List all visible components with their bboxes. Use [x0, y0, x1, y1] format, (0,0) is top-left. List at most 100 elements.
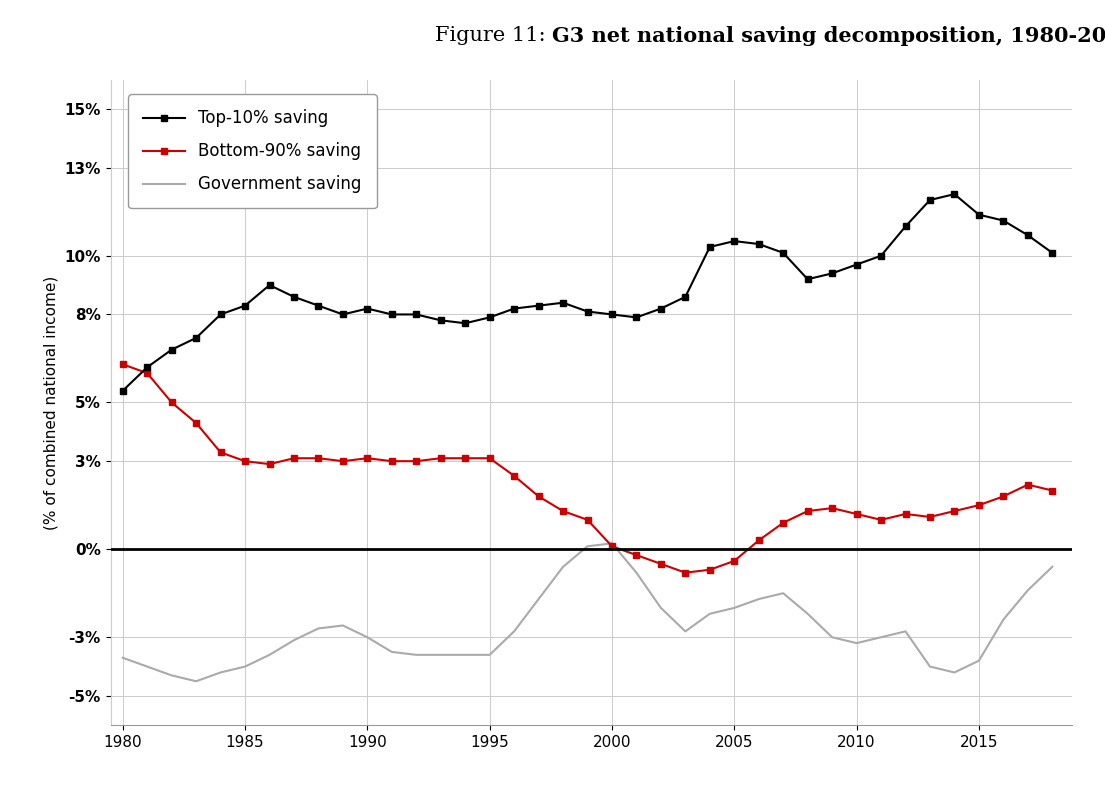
Top-10% saving — [263, 281, 276, 290]
Government saving — [116, 653, 129, 662]
Government saving — [189, 677, 202, 686]
Bottom-90% saving — [630, 550, 643, 559]
Bottom-90% saving — [1021, 480, 1034, 489]
Government saving — [801, 609, 814, 618]
Bottom-90% saving — [434, 453, 448, 463]
Government saving — [825, 633, 839, 642]
Government saving — [728, 603, 741, 613]
Bottom-90% saving — [825, 504, 839, 513]
Top-10% saving — [214, 310, 228, 320]
Bottom-90% saving — [924, 512, 937, 522]
Bottom-90% saving — [654, 559, 667, 569]
Top-10% saving — [116, 386, 129, 395]
Bottom-90% saving — [997, 492, 1010, 501]
Government saving — [557, 562, 570, 571]
Government saving — [263, 650, 276, 660]
Government saving — [972, 656, 986, 665]
Top-10% saving — [850, 260, 863, 269]
Bottom-90% saving — [239, 457, 252, 466]
Top-10% saving — [1045, 248, 1059, 257]
Bottom-90% saving — [165, 398, 178, 407]
Top-10% saving — [459, 319, 472, 328]
Top-10% saving — [630, 312, 643, 322]
Top-10% saving — [753, 239, 766, 249]
Bottom-90% saving — [728, 556, 741, 566]
Top-10% saving — [703, 242, 716, 252]
Top-10% saving — [654, 304, 667, 313]
Government saving — [630, 568, 643, 578]
Bottom-90% saving — [948, 506, 961, 516]
Government saving — [410, 650, 423, 660]
Government saving — [507, 626, 520, 636]
Top-10% saving — [483, 312, 496, 322]
Government saving — [753, 595, 766, 604]
Bottom-90% saving — [898, 509, 912, 519]
Top-10% saving — [924, 195, 937, 205]
Bottom-90% saving — [507, 471, 520, 481]
Text: G3 net national saving decomposition, 1980-2018: G3 net national saving decomposition, 19… — [552, 26, 1105, 46]
Government saving — [850, 638, 863, 648]
Bottom-90% saving — [214, 448, 228, 457]
Top-10% saving — [874, 251, 887, 261]
Government saving — [239, 662, 252, 671]
Bottom-90% saving — [116, 359, 129, 369]
Government saving — [924, 662, 937, 671]
Bottom-90% saving — [287, 453, 301, 463]
Bottom-90% saving — [312, 453, 325, 463]
Bottom-90% saving — [483, 453, 496, 463]
Top-10% saving — [312, 300, 325, 310]
Top-10% saving — [386, 310, 399, 320]
Government saving — [703, 609, 716, 618]
Government saving — [606, 539, 619, 548]
Text: Figure 11:: Figure 11: — [435, 26, 552, 45]
Top-10% saving — [336, 310, 349, 320]
Bottom-90% saving — [972, 501, 986, 510]
Bottom-90% saving — [557, 506, 570, 516]
Top-10% saving — [606, 310, 619, 320]
Top-10% saving — [1021, 230, 1034, 240]
Government saving — [140, 662, 154, 671]
Bottom-90% saving — [703, 565, 716, 575]
Bottom-90% saving — [140, 368, 154, 378]
Bottom-90% saving — [386, 457, 399, 466]
Line: Top-10% saving: Top-10% saving — [119, 190, 1055, 395]
Government saving — [654, 603, 667, 613]
Government saving — [678, 626, 692, 636]
Government saving — [165, 670, 178, 680]
Top-10% saving — [287, 292, 301, 301]
Bottom-90% saving — [189, 418, 202, 428]
Bottom-90% saving — [777, 518, 790, 528]
Government saving — [532, 595, 545, 604]
Government saving — [1021, 586, 1034, 595]
Government saving — [386, 647, 399, 657]
Bottom-90% saving — [753, 536, 766, 545]
Top-10% saving — [777, 248, 790, 257]
Top-10% saving — [434, 316, 448, 325]
Top-10% saving — [140, 363, 154, 372]
Top-10% saving — [972, 210, 986, 219]
Top-10% saving — [239, 300, 252, 310]
Government saving — [874, 633, 887, 642]
Top-10% saving — [581, 307, 594, 316]
Government saving — [312, 623, 325, 633]
Legend: Top-10% saving, Bottom-90% saving, Government saving: Top-10% saving, Bottom-90% saving, Gover… — [128, 95, 377, 209]
Bottom-90% saving — [850, 509, 863, 519]
Government saving — [336, 621, 349, 630]
Bottom-90% saving — [1045, 485, 1059, 495]
Government saving — [459, 650, 472, 660]
Government saving — [360, 633, 373, 642]
Top-10% saving — [507, 304, 520, 313]
Top-10% saving — [898, 222, 912, 231]
Top-10% saving — [825, 269, 839, 278]
Government saving — [581, 541, 594, 551]
Government saving — [898, 626, 912, 636]
Bottom-90% saving — [874, 515, 887, 524]
Line: Bottom-90% saving: Bottom-90% saving — [119, 361, 1055, 576]
Government saving — [483, 650, 496, 660]
Government saving — [1045, 562, 1059, 571]
Y-axis label: (% of combined national income): (% of combined national income) — [44, 275, 59, 530]
Bottom-90% saving — [263, 459, 276, 469]
Government saving — [214, 668, 228, 677]
Government saving — [948, 668, 961, 677]
Bottom-90% saving — [459, 453, 472, 463]
